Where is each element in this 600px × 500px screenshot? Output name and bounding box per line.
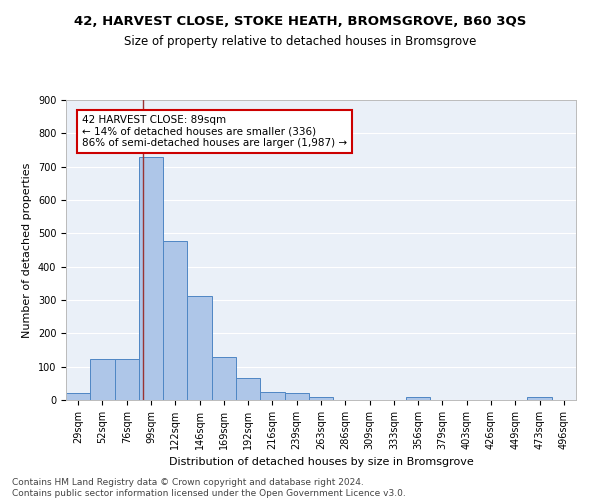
Bar: [212, 356, 236, 400]
X-axis label: Distribution of detached houses by size in Bromsgrove: Distribution of detached houses by size …: [169, 458, 473, 468]
Bar: [527, 398, 552, 400]
Text: 42, HARVEST CLOSE, STOKE HEATH, BROMSGROVE, B60 3QS: 42, HARVEST CLOSE, STOKE HEATH, BROMSGRO…: [74, 15, 526, 28]
Bar: [163, 241, 187, 400]
Bar: [236, 378, 260, 400]
Bar: [406, 398, 430, 400]
Bar: [309, 396, 333, 400]
Bar: [139, 156, 163, 400]
Text: Size of property relative to detached houses in Bromsgrove: Size of property relative to detached ho…: [124, 35, 476, 48]
Bar: [115, 360, 139, 400]
Text: Contains HM Land Registry data © Crown copyright and database right 2024.
Contai: Contains HM Land Registry data © Crown c…: [12, 478, 406, 498]
Bar: [260, 392, 284, 400]
Text: 42 HARVEST CLOSE: 89sqm
← 14% of detached houses are smaller (336)
86% of semi-d: 42 HARVEST CLOSE: 89sqm ← 14% of detache…: [82, 115, 347, 148]
Bar: [284, 392, 309, 400]
Y-axis label: Number of detached properties: Number of detached properties: [22, 162, 32, 338]
Bar: [90, 360, 115, 400]
Bar: [66, 394, 90, 400]
Bar: [187, 296, 212, 400]
